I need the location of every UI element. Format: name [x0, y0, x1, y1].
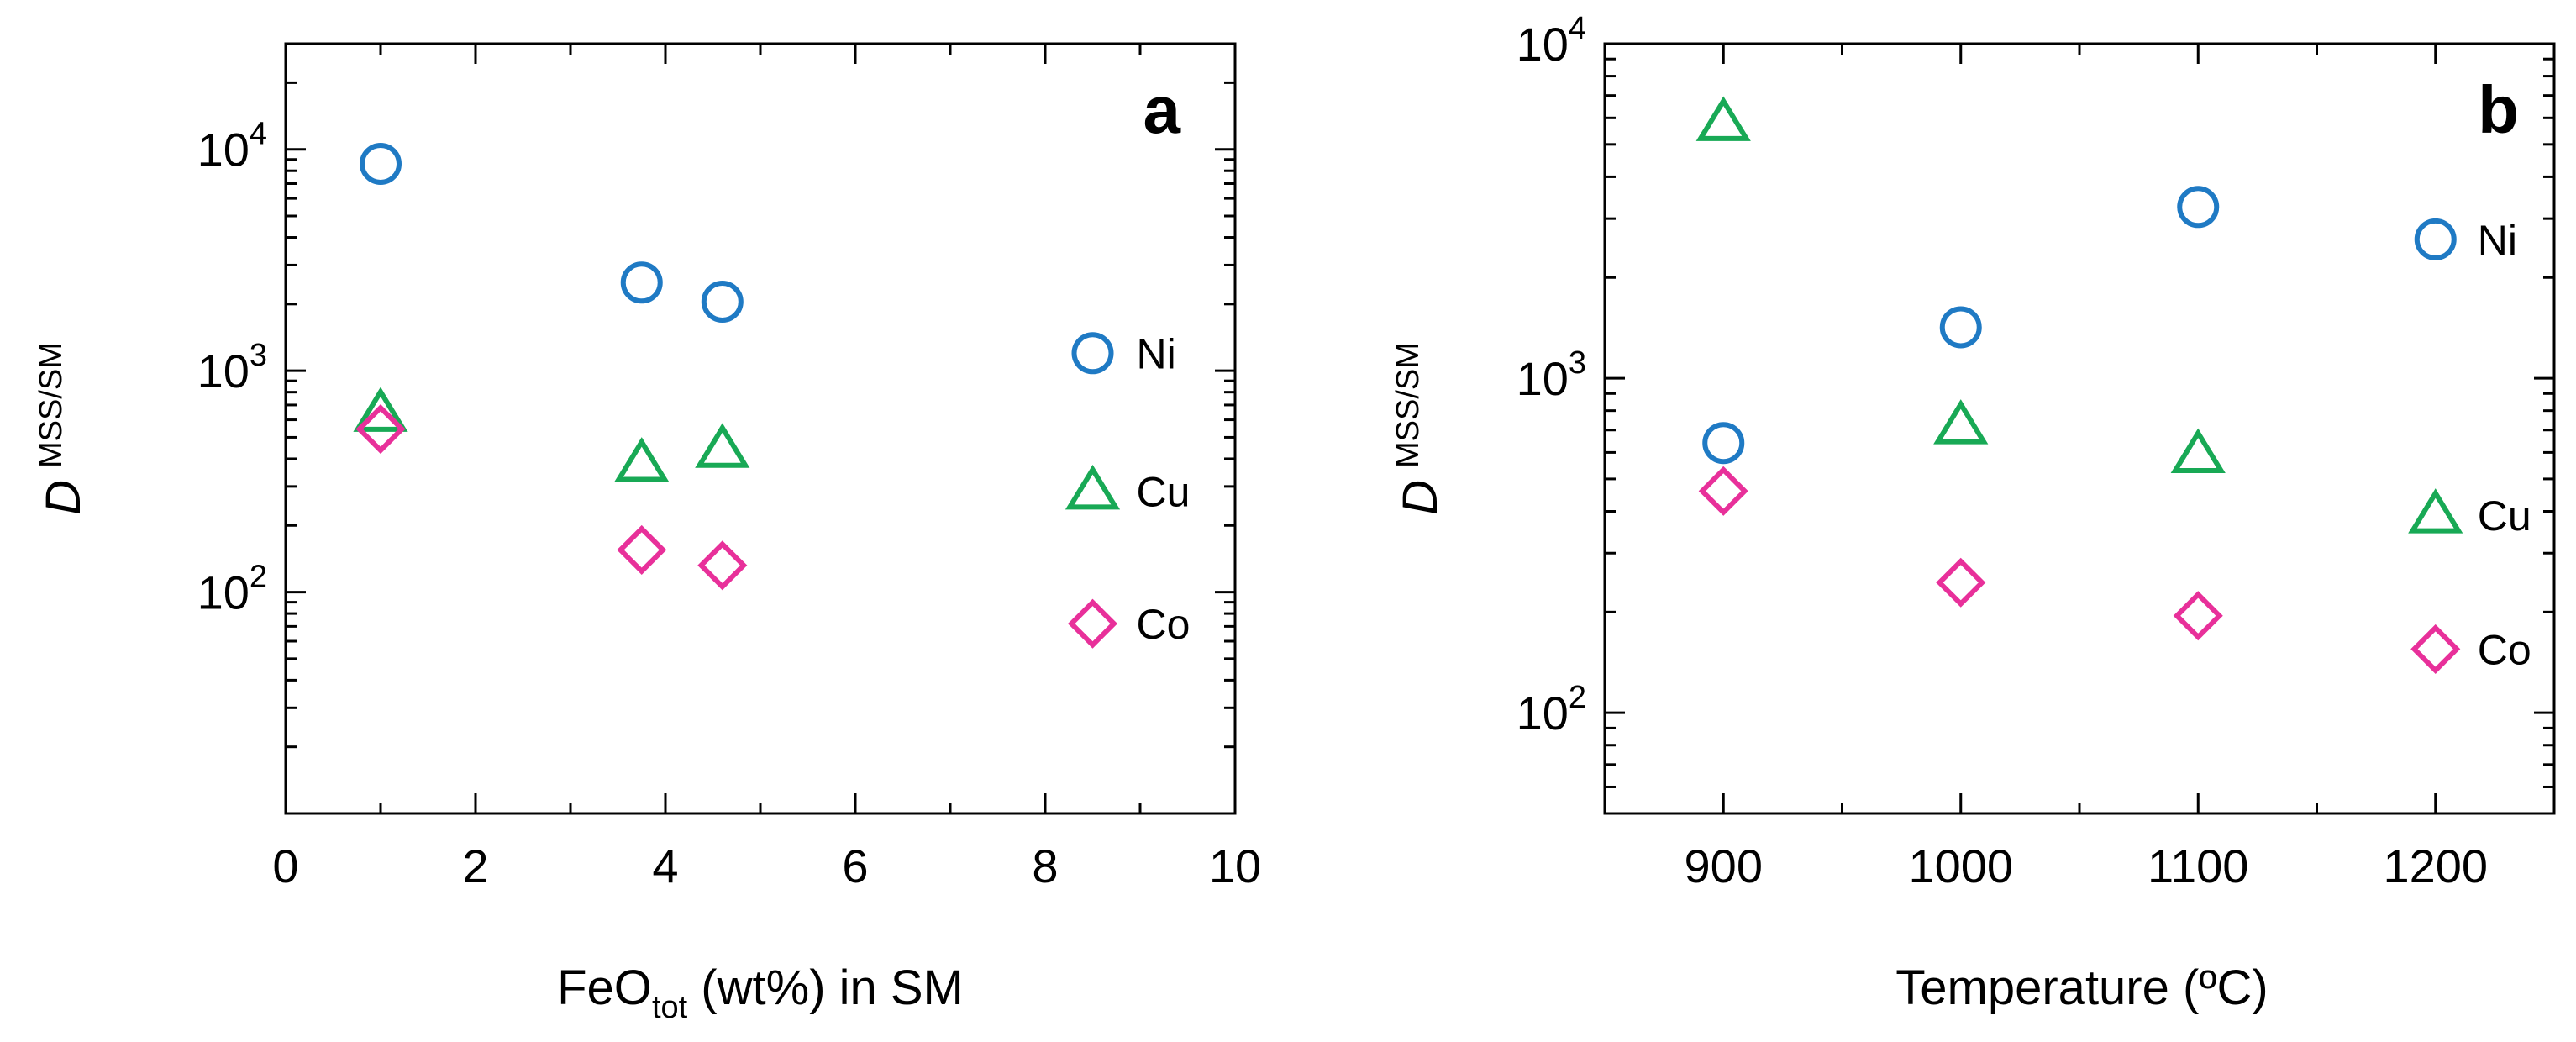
- panel-label: b: [2478, 72, 2519, 147]
- data-point-ni: [1939, 306, 1982, 349]
- x-tick-label: 6: [842, 839, 868, 892]
- legend-marker-cu: [2408, 488, 2463, 534]
- x-tick-label: 1000: [1908, 839, 2013, 892]
- chart-panel-a: 0 2 4 6 8 10 102 103 104 Ni Cu Co a FeOtot (wt%) in S…: [34, 42, 1261, 1025]
- legend-marker-ni: [1071, 332, 1114, 375]
- data-point-co: [617, 524, 667, 575]
- data-point-cu: [1695, 96, 1751, 141]
- data-point-co: [2173, 591, 2223, 641]
- legend-marker-ni: [2414, 218, 2457, 260]
- x-tick-label: 900: [1685, 839, 1763, 892]
- x-tick-label: 4: [652, 839, 678, 892]
- x-tick-label: 1200: [2383, 839, 2488, 892]
- data-point-ni: [701, 281, 744, 324]
- x-tick-label: 0: [272, 839, 298, 892]
- y-axis-title: DMSS/SM: [34, 342, 91, 515]
- legend-marker-cu: [1065, 465, 1121, 510]
- data-point-ni: [620, 261, 663, 304]
- plot-frame: [1603, 42, 2556, 815]
- panel-label: a: [1143, 72, 1181, 147]
- legend-label-cu: Cu: [1137, 469, 1191, 516]
- y-tick-label: 102: [197, 560, 267, 619]
- data-point-cu: [2170, 428, 2226, 473]
- y-tick-label: 104: [197, 117, 267, 176]
- data-point-cu: [1933, 399, 1989, 445]
- legend-marker-co: [1067, 598, 1118, 649]
- plot-frame: [284, 42, 1237, 815]
- x-tick-label: 1100: [2148, 839, 2248, 892]
- x-tick-label: 8: [1032, 839, 1058, 892]
- data-point-cu: [353, 387, 408, 432]
- data-point-co: [697, 540, 748, 591]
- x-tick-label: 10: [1209, 839, 1261, 892]
- legend-label-ni: Ni: [2478, 217, 2517, 264]
- y-tick-label: 103: [197, 338, 267, 397]
- legend-marker-co: [2410, 624, 2461, 674]
- legend-label-ni: Ni: [1137, 330, 1176, 377]
- x-tick-label: 2: [462, 839, 488, 892]
- y-tick-label: 102: [1517, 680, 1586, 739]
- x-axis-title: Temperature (ºC): [1895, 960, 2268, 1015]
- x-axis-title: FeOtot (wt%) in SM: [557, 960, 964, 1025]
- data-point-ni: [1702, 422, 1745, 465]
- y-tick-label: 103: [1517, 345, 1586, 405]
- legend-label-co: Co: [1137, 601, 1191, 648]
- data-point-co: [1698, 466, 1748, 516]
- legend-label-co: Co: [2478, 626, 2531, 673]
- chart-panel-b: 900 1000 1100 1200 102 103 104 Ni Cu Co b Temperatu…: [1391, 11, 2556, 1015]
- y-axis-title: DMSS/SM: [1391, 342, 1448, 515]
- data-point-ni: [360, 142, 402, 185]
- data-point-ni: [2177, 186, 2220, 229]
- legend-label-cu: Cu: [2478, 492, 2531, 539]
- data-point-co: [1936, 557, 1986, 608]
- data-point-cu: [695, 423, 750, 468]
- y-tick-label: 104: [1517, 11, 1586, 71]
- data-point-cu: [614, 437, 670, 482]
- data-point-co: [355, 404, 406, 455]
